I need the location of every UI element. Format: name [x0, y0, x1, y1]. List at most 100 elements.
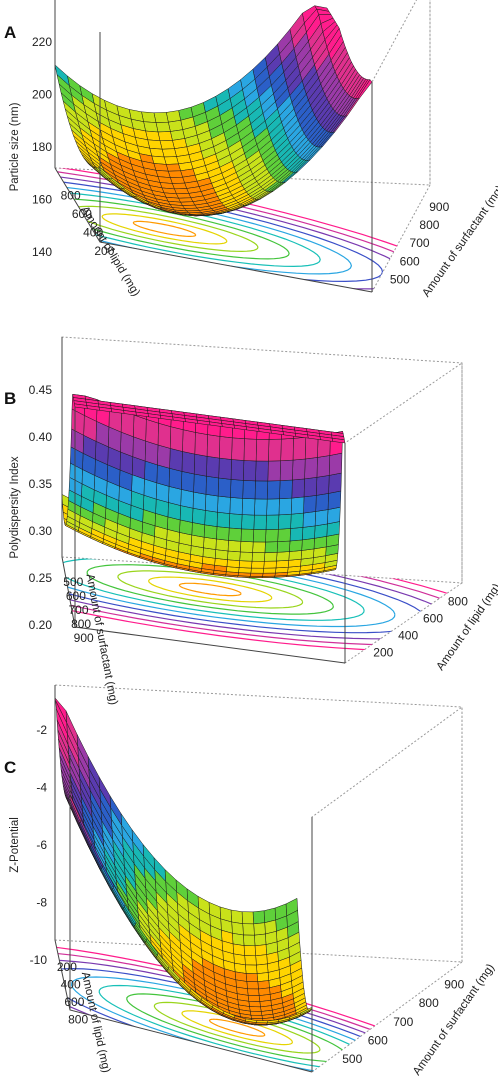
y-tick-label: 600	[423, 612, 443, 626]
surface-facet	[290, 496, 305, 515]
surface-facet	[266, 498, 280, 516]
x-tick-label: 800	[68, 1012, 88, 1026]
contour-line	[55, 951, 462, 1072]
surface-facet	[265, 514, 280, 530]
surface-facet	[215, 538, 229, 552]
surface-facet	[226, 559, 240, 568]
surface-facet	[241, 498, 256, 516]
z-axis-title: Polydispersity Index	[9, 456, 21, 559]
surface-facet	[302, 525, 316, 541]
surface-facet	[219, 436, 233, 460]
surface-facet	[192, 491, 207, 511]
contour-line	[126, 993, 349, 1063]
surface-facet	[246, 981, 259, 990]
surface-facet	[238, 567, 252, 574]
contour-line	[132, 220, 197, 237]
y-tick-label: 700	[393, 1015, 413, 1029]
z-axis-title: Particle size (nm)	[9, 102, 21, 191]
y-tick-label: 500	[342, 1052, 362, 1066]
surface-facet	[217, 477, 232, 498]
surface-facet	[254, 944, 267, 957]
surface-mesh	[54, 697, 313, 1026]
y-tick-label: 600	[400, 254, 420, 268]
surface-facet	[251, 560, 265, 569]
surface-facet	[265, 529, 279, 543]
surface-facet	[327, 506, 341, 525]
surface-facet	[267, 460, 281, 482]
surface-facet	[249, 572, 264, 577]
floor-contours	[55, 942, 462, 1072]
surface-facet	[203, 524, 218, 540]
surface-facet	[279, 479, 293, 500]
surface-facet	[231, 437, 245, 461]
surface-facet	[328, 452, 343, 476]
surface-facet	[290, 512, 304, 529]
surface-facet	[145, 418, 159, 446]
surface-facet	[167, 170, 183, 178]
contour-line	[62, 557, 427, 634]
surface-facet	[180, 489, 194, 509]
box-back-right-wall	[371, 0, 431, 293]
surface-facet	[327, 490, 342, 510]
surface-facet	[206, 434, 221, 459]
z-tick-label: 200	[32, 88, 52, 102]
y-tick-label: 400	[398, 629, 418, 643]
surface-facet	[168, 486, 182, 506]
surface-facet	[278, 497, 293, 516]
surface-facet	[243, 438, 257, 462]
surface-facet	[252, 910, 265, 925]
y-tick-label: 600	[368, 1033, 388, 1047]
surface-facet	[275, 560, 290, 569]
contour-line	[209, 1018, 266, 1037]
surface-facet	[214, 549, 229, 560]
surface-facet	[203, 536, 217, 550]
surface-facet	[242, 480, 256, 500]
surface-facet	[191, 522, 205, 538]
surface-facet	[301, 538, 315, 551]
surface-facet	[268, 438, 282, 462]
surface-facet	[253, 922, 266, 936]
surface-facet	[74, 403, 88, 409]
x-tick-label: 600	[72, 207, 92, 221]
surface-facet	[242, 923, 255, 936]
x-axis-title: Amount of lipid (mg)	[78, 204, 142, 298]
panel-label: A	[4, 23, 16, 42]
contour-line	[55, 168, 430, 292]
surface-facet	[176, 193, 192, 199]
y-tick-label: 500	[390, 273, 410, 287]
panel-b	[61, 336, 463, 664]
surface-facet	[206, 456, 220, 479]
surface-facet	[216, 526, 230, 541]
surface-facet	[257, 980, 270, 990]
surface-facet	[277, 528, 291, 542]
surface-facet	[250, 567, 264, 574]
z-tick-label: 0.45	[29, 383, 53, 397]
surface-facet	[147, 139, 163, 150]
surface-facet	[315, 493, 329, 512]
surface-facet	[240, 541, 254, 553]
panel-c	[54, 684, 463, 1073]
z-tick-label: -8	[36, 896, 47, 910]
surface-facet	[174, 188, 190, 195]
surface-facet	[133, 414, 147, 442]
surface-facet	[279, 459, 294, 481]
surface-facet	[245, 973, 259, 982]
y-tick-label: 800	[448, 595, 468, 609]
contour-line	[153, 1001, 321, 1054]
surface-facet	[171, 182, 188, 190]
surface-facet	[157, 131, 173, 142]
surface-facet	[179, 505, 194, 523]
contour-line	[55, 168, 430, 292]
panel-a	[54, 0, 431, 293]
z-tick-label: -10	[30, 953, 48, 967]
x-tick-label: 500	[63, 575, 83, 589]
surface-facet	[247, 995, 261, 1002]
surface-facet	[245, 964, 258, 974]
surface-facet	[255, 460, 269, 482]
contour-line	[86, 564, 334, 615]
y-tick-label: 900	[429, 200, 449, 214]
z-tick-label: 140	[32, 245, 52, 259]
surface-facet	[264, 552, 278, 562]
